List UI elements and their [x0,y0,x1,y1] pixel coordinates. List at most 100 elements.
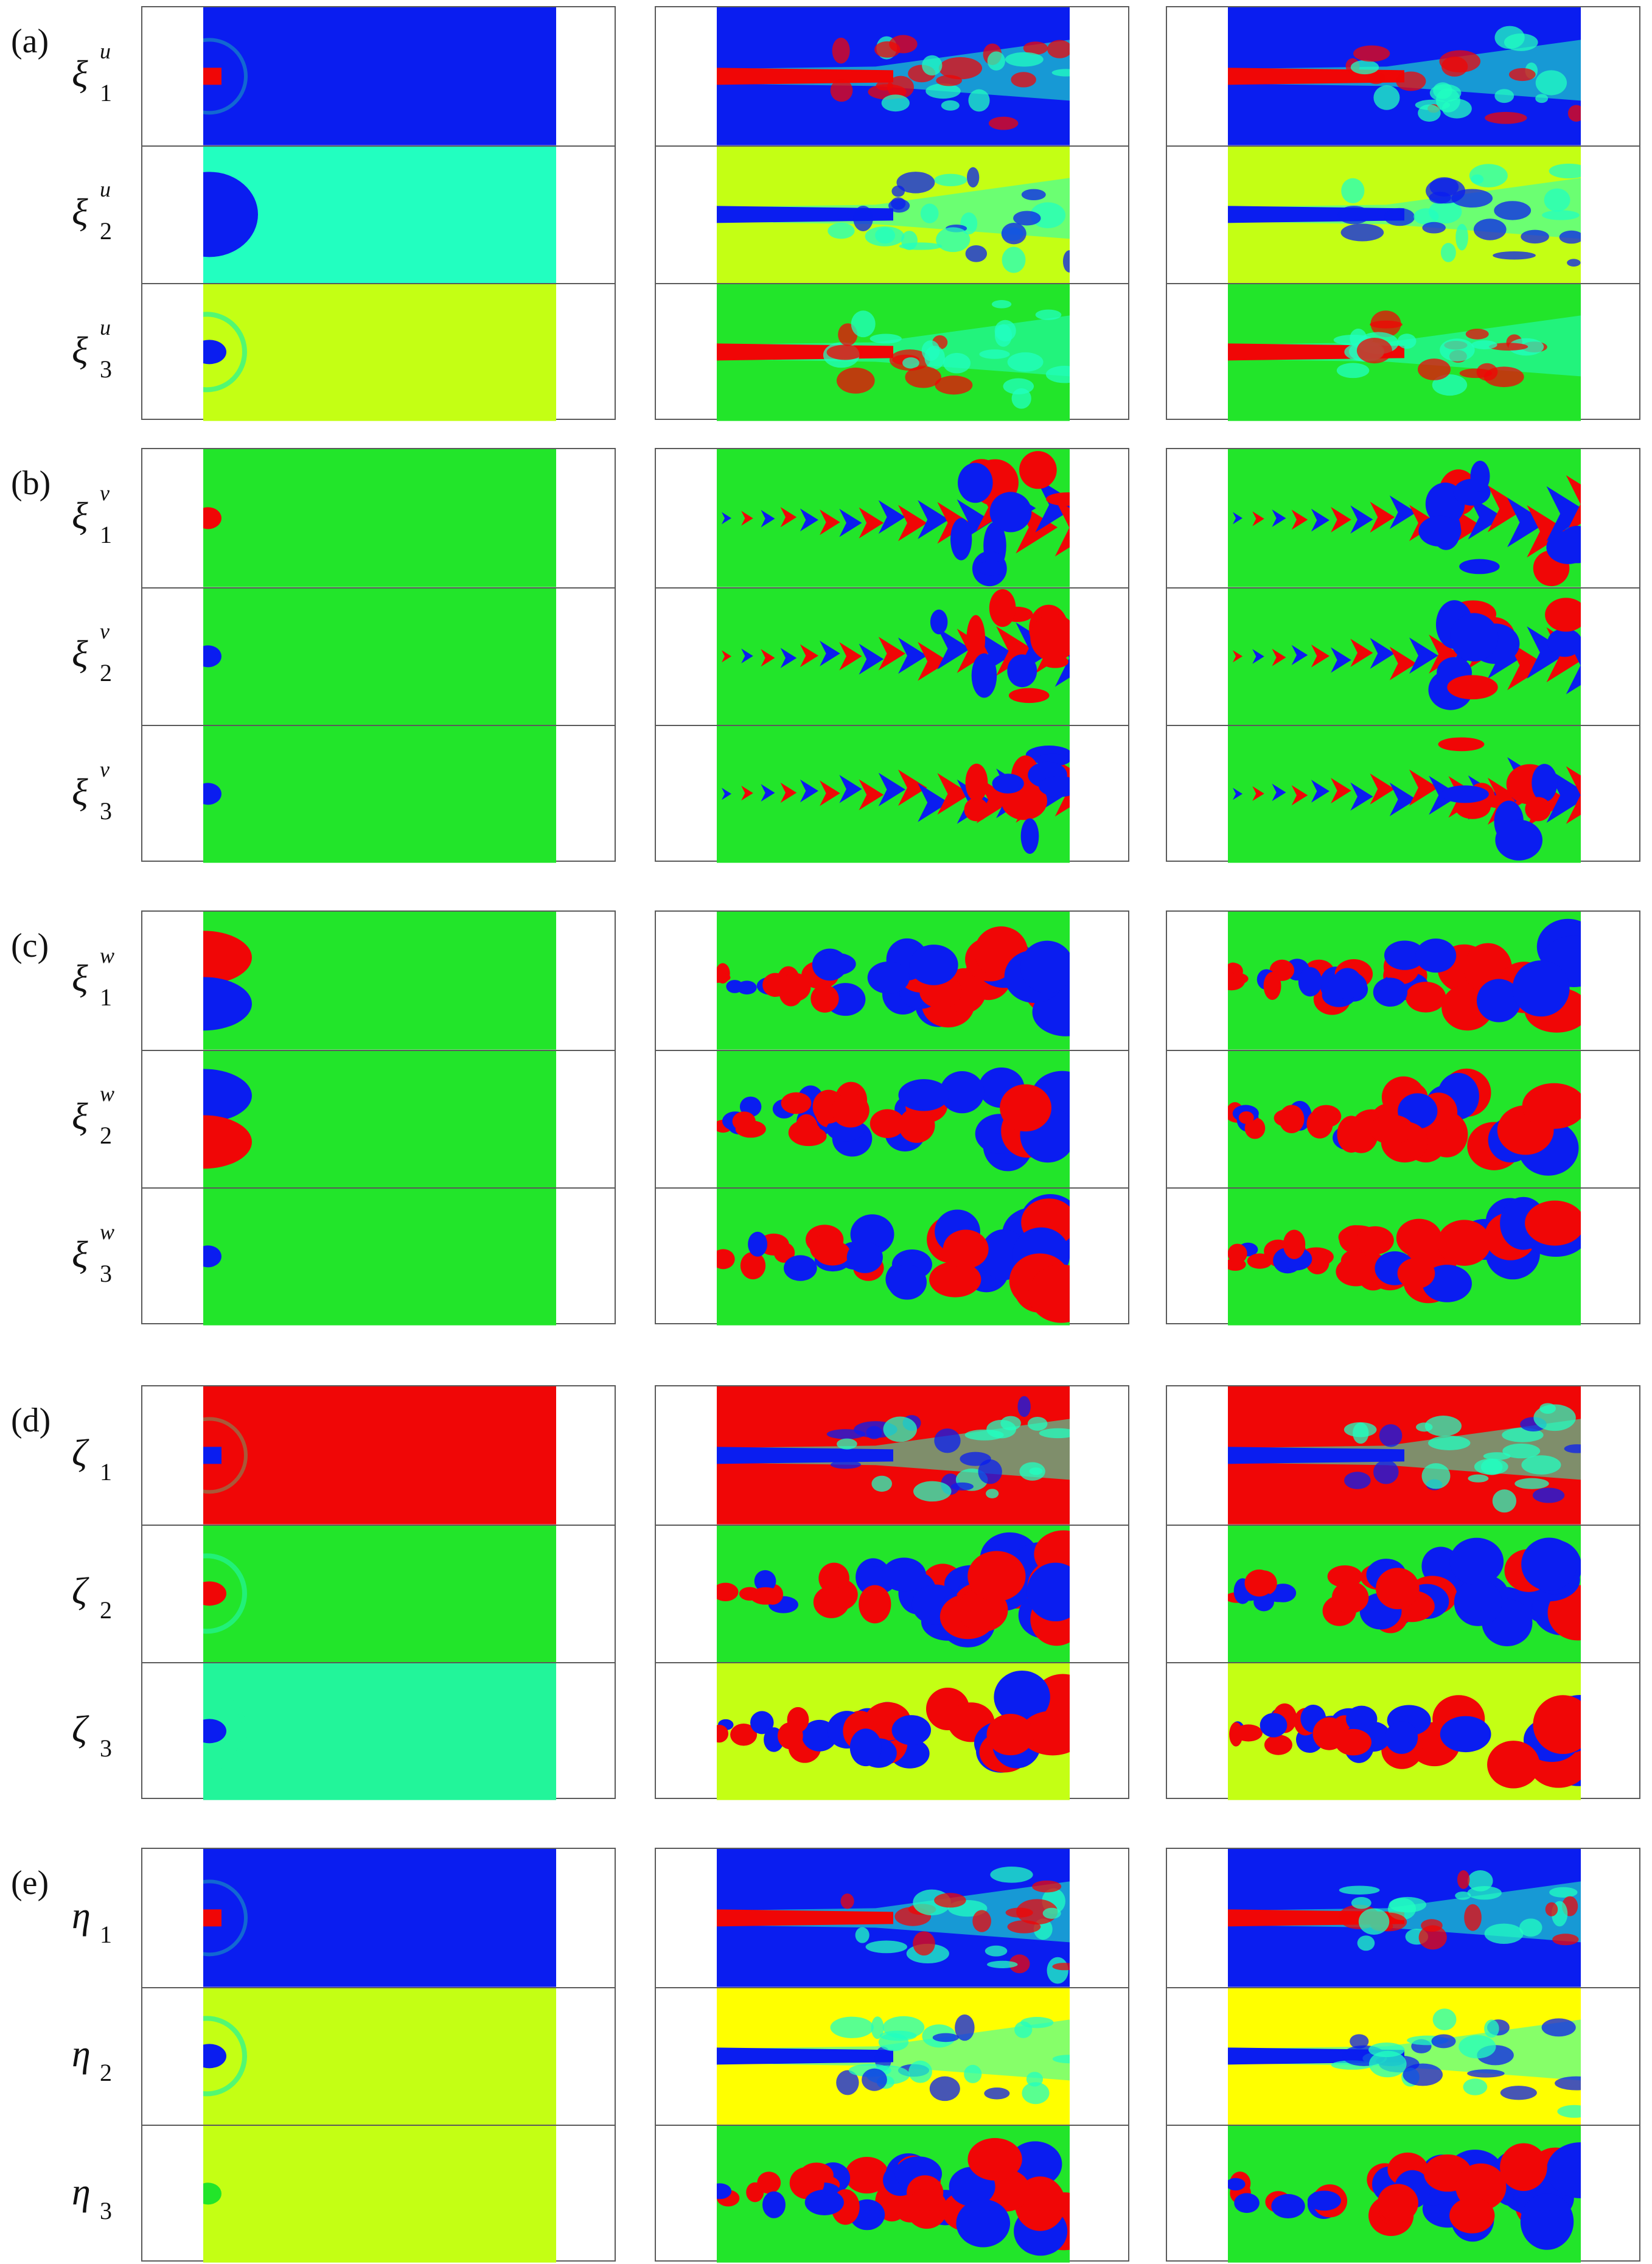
figure-group-5: (e) η 1 η 2 η 3 [0,1848,1652,2263]
eddy-mark [1455,223,1468,251]
contour-plot [717,1849,1070,1987]
contour-plot [717,145,1070,284]
eddy-mark [1547,628,1581,657]
contour-plot [717,1524,1070,1663]
vortex-blob-mark [1234,2193,1260,2213]
chevron-mark [1252,511,1264,526]
contour-plot [717,283,1070,421]
vortex-blob-mark [739,1587,761,1601]
eddy-mark [1014,2021,1033,2038]
vortex-blob-mark [1228,971,1236,985]
vortex-blob-mark [994,1671,1050,1724]
eddy-mark [1459,559,1500,575]
contour-panel-2 [655,910,1129,1326]
jet-core-mark [717,1447,893,1464]
chevron-mark [1233,512,1242,525]
vortex-blob-mark [1264,1735,1292,1756]
eddy-mark [1042,1907,1061,1919]
chevron-mark [1546,486,1581,542]
eddy-mark [1384,208,1415,226]
chevron-mark [1311,508,1330,532]
contour-plot [203,1524,556,1663]
field-background [203,145,556,284]
eddy-mark [985,1945,1008,1957]
contour-field [203,1524,556,1663]
chevron-mark [1035,477,1070,533]
row-label-sub: 2 [100,659,112,687]
row-divider [656,1662,1128,1664]
jet-core-mark [1228,1447,1404,1464]
eddy-mark [1438,737,1485,752]
ring-mark [203,2016,247,2096]
eddy-mark [896,171,935,194]
inlet-mark [203,1581,226,1605]
eddy-mark [1379,1424,1403,1447]
contour-field [203,1662,556,1800]
row-divider [1167,1187,1639,1189]
contour-field [1228,1849,1581,1987]
inlet-mark [203,172,258,257]
vortex-blob-mark [1298,966,1322,997]
eddy-mark [1008,688,1050,703]
eddy-mark [1459,368,1492,379]
row-divider [656,587,1128,589]
vortex-blob-mark [1385,1721,1418,1755]
eddy-mark [1389,1896,1427,1913]
eddy-mark [1373,85,1400,110]
contour-panel-1 [141,448,616,863]
eddy-mark [1564,1444,1581,1453]
eddy-mark [1422,222,1446,234]
eddy-mark [1441,56,1468,77]
row-divider [142,1524,615,1526]
contour-panel-2 [655,1385,1129,1800]
eddy-mark [1413,208,1439,225]
chevron-mark [1370,501,1395,533]
inlet-mark [203,1245,221,1268]
eddy-mark [1465,329,1489,340]
vortex-blob-mark [1378,2184,1418,2223]
eddy-mark [1493,251,1536,260]
chevron-mark [937,627,971,669]
chevron-mark [820,780,840,806]
eddy-mark [1357,1935,1375,1951]
row-divider [656,283,1128,285]
inlet-mark [203,645,221,667]
ring-mark [203,1553,247,1633]
eddy-mark [972,1910,991,1932]
row-divider [142,1187,615,1189]
eddy-mark [1467,1885,1502,1900]
eddy-mark [1005,1907,1033,1918]
vortex-blob-mark [1449,1537,1504,1585]
row-divider [142,283,615,285]
chevron-mark [1370,774,1395,805]
eddy-mark [1424,1416,1462,1437]
eddy-mark [1494,200,1532,220]
vortex-blob-mark [967,1551,1026,1601]
jet-core-mark [717,1909,893,1927]
eddy-mark [1457,1870,1470,1889]
chevron-mark [937,501,971,544]
eddy-mark [1023,41,1048,55]
eddy-mark [870,334,902,344]
vortex-blob-mark [1234,1724,1263,1742]
chevron-mark [1272,783,1286,802]
eddy-mark [987,1960,1018,1968]
contour-field [1228,1986,1581,2125]
eddy-mark [964,2064,982,2083]
row-label-sup: v [100,619,110,643]
vortex-blob-mark [845,2157,890,2194]
vortex-blob-mark [717,1249,735,1270]
eddy-mark [941,100,960,111]
eddy-mark [1544,188,1570,212]
row-divider [656,145,1128,147]
vortex-blob-mark [1263,971,1281,1000]
eddy-mark [989,589,1016,627]
contour-field [1228,587,1581,725]
inlet-mark [203,1719,226,1744]
row-label-sup: w [100,943,115,968]
eddy-mark [1032,1880,1062,1893]
row-label-sub: 3 [100,2196,112,2224]
jet-halo-mark [717,315,1070,377]
